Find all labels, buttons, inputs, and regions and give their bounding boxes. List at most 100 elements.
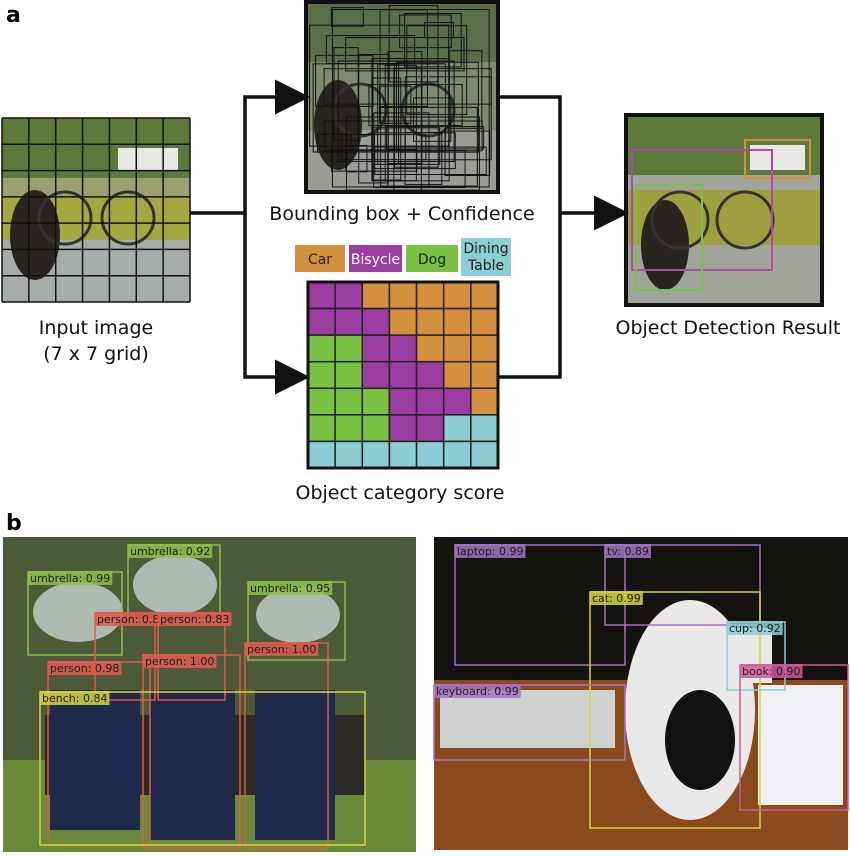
grid-cell xyxy=(470,360,499,390)
grid-cell xyxy=(470,440,499,469)
detection-box xyxy=(604,544,761,626)
bbox xyxy=(406,25,468,115)
detection-label-bg xyxy=(40,691,110,705)
detection-label: person: 1.00 xyxy=(145,655,214,668)
bbox xyxy=(315,54,374,107)
legend-swatch xyxy=(295,245,345,272)
detection-label-bg xyxy=(434,684,521,698)
grid-cell xyxy=(388,334,418,363)
grid-cell xyxy=(415,360,445,390)
legend-swatch xyxy=(349,245,402,272)
bbox xyxy=(393,67,422,192)
detection-label-bg xyxy=(605,544,651,558)
bbox xyxy=(330,7,364,27)
grid-cell xyxy=(442,414,472,443)
detection-label: cat: 0.99 xyxy=(592,592,641,605)
detection-label-bg xyxy=(158,612,232,626)
grid-overlay xyxy=(1,117,191,303)
detection-label-bg xyxy=(727,621,783,635)
legend-swatch xyxy=(406,245,458,272)
caption: Bounding box + Confidence xyxy=(269,203,534,225)
grid-cell xyxy=(334,281,364,310)
bbox xyxy=(379,85,412,124)
result-image xyxy=(624,113,824,307)
grid-cell xyxy=(361,440,391,469)
grid-cell xyxy=(334,360,364,390)
detection-label: bench: 0.84 xyxy=(42,692,107,705)
bbox xyxy=(388,5,439,83)
grid-cell xyxy=(470,387,499,416)
grid-cell xyxy=(307,281,336,310)
detection-label-bg xyxy=(28,571,113,585)
legend-label: Bisycle xyxy=(351,252,400,268)
detection-label-bg xyxy=(143,654,217,668)
panel-label: a xyxy=(6,3,21,28)
grid-cell xyxy=(361,360,391,390)
bbox xyxy=(399,14,452,49)
bbox xyxy=(404,12,462,68)
grid-cell xyxy=(415,281,445,310)
detection-label-bg xyxy=(95,612,162,626)
bbox xyxy=(345,37,465,72)
grid-cell xyxy=(415,387,445,416)
bbox xyxy=(345,144,368,173)
grid-cell xyxy=(388,281,418,310)
bbox xyxy=(413,97,452,142)
grid-cell xyxy=(334,334,364,363)
detection-label-bg xyxy=(245,642,319,656)
detection-label: person: 0.83 xyxy=(160,613,229,626)
grid-cell xyxy=(442,387,472,416)
detection-label-bg xyxy=(248,581,333,595)
detection-label: laptop: 0.99 xyxy=(457,545,524,558)
grid-cell xyxy=(334,414,364,443)
detection-label-bg xyxy=(740,664,803,678)
grid-cell xyxy=(361,281,391,310)
legend-label: Dining xyxy=(463,241,508,257)
grid-cell xyxy=(307,334,336,363)
category-grid xyxy=(306,280,500,470)
grid-cell xyxy=(442,440,472,469)
grid-cell xyxy=(442,307,472,336)
bbox xyxy=(346,116,480,191)
caption: Object Detection Result xyxy=(616,317,841,339)
photo-right xyxy=(434,537,848,850)
grid-cell xyxy=(470,414,499,443)
detection-label: book: 0.90 xyxy=(742,665,801,678)
legend-swatch xyxy=(461,238,511,276)
detection-label: umbrella: 0.92 xyxy=(130,545,210,558)
detection-label-bg xyxy=(128,544,213,558)
grid-cell xyxy=(415,334,445,363)
grid-cell xyxy=(470,281,499,310)
detection-box xyxy=(433,684,626,761)
grid-cell xyxy=(388,440,418,469)
bbox xyxy=(387,149,466,188)
detections: umbrella: 0.92 umbrella: 0.99 umbrella: 0.… xyxy=(27,544,849,849)
bbox-overlay xyxy=(309,5,492,192)
grid-cell xyxy=(307,440,336,469)
caption: Object category score xyxy=(296,482,505,504)
detection-label-bg xyxy=(48,661,122,675)
grid-cell xyxy=(307,307,336,336)
grid-cell xyxy=(470,334,499,363)
grid-cell xyxy=(307,414,336,443)
bbox xyxy=(337,60,455,163)
grid-cell xyxy=(442,360,472,390)
bbox xyxy=(380,106,478,187)
bbox xyxy=(404,76,492,161)
bbox xyxy=(374,146,487,176)
caption: Input image xyxy=(39,317,153,339)
grid-cell xyxy=(415,440,445,469)
bbox xyxy=(325,35,416,64)
detection-label: cup: 0.92 xyxy=(729,622,781,635)
panel-label: b xyxy=(6,511,22,536)
legend-label: Table xyxy=(467,258,504,274)
bbox xyxy=(384,64,417,182)
grid-cell xyxy=(388,387,418,416)
legend-label: Dog xyxy=(418,252,446,268)
grid-cell xyxy=(361,307,391,336)
detection-label: keyboard: 0.99 xyxy=(436,685,519,698)
bbox xyxy=(368,84,463,127)
bbox xyxy=(371,77,402,181)
